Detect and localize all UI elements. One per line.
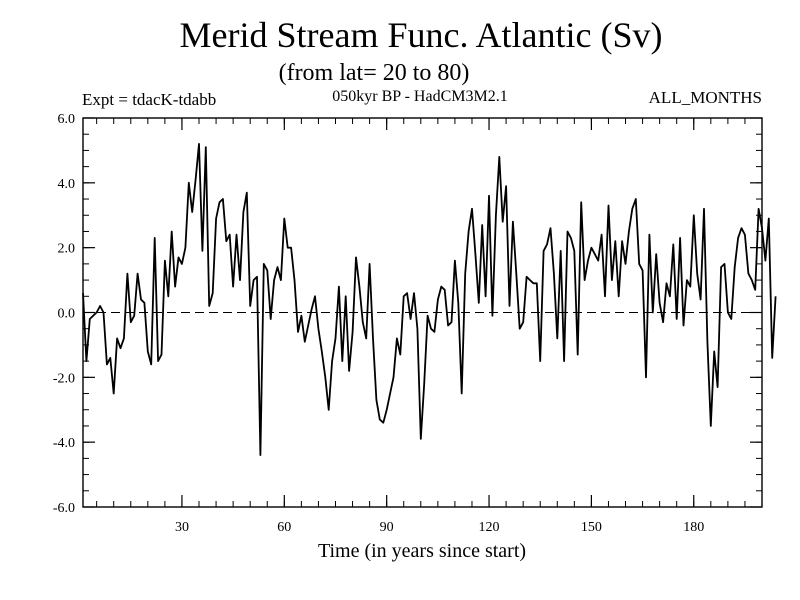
model-label: 050kyr BP - HadCM3M2.1 xyxy=(332,88,508,105)
x-tick-label: 60 xyxy=(277,520,291,535)
x-tick-label: 150 xyxy=(581,520,602,535)
y-tick-label: 6.0 xyxy=(58,112,76,127)
chart-subtitle: (from lat= 20 to 80) xyxy=(278,60,470,86)
experiment-label: Expt = tdacK-tdabb xyxy=(82,90,217,109)
y-tick-label: -6.0 xyxy=(53,501,75,516)
x-tick-label: 90 xyxy=(380,520,394,535)
x-tick-label: 120 xyxy=(479,520,500,535)
x-axis-label: Time (in years since start) xyxy=(317,540,527,562)
y-tick-label: -2.0 xyxy=(53,371,75,386)
y-tick-label: 4.0 xyxy=(58,177,76,192)
y-tick-label: 2.0 xyxy=(58,242,76,257)
y-tick-label: -4.0 xyxy=(53,436,75,451)
series-line xyxy=(82,142,777,457)
months-label: ALL_MONTHS xyxy=(648,88,762,107)
y-tick-label: 0.0 xyxy=(58,307,76,322)
x-tick-label: 180 xyxy=(683,520,704,535)
x-tick-label: 30 xyxy=(175,520,189,535)
plot-frame xyxy=(82,117,763,508)
chart-title: Merid Stream Func. Atlantic (Sv) xyxy=(179,15,663,55)
